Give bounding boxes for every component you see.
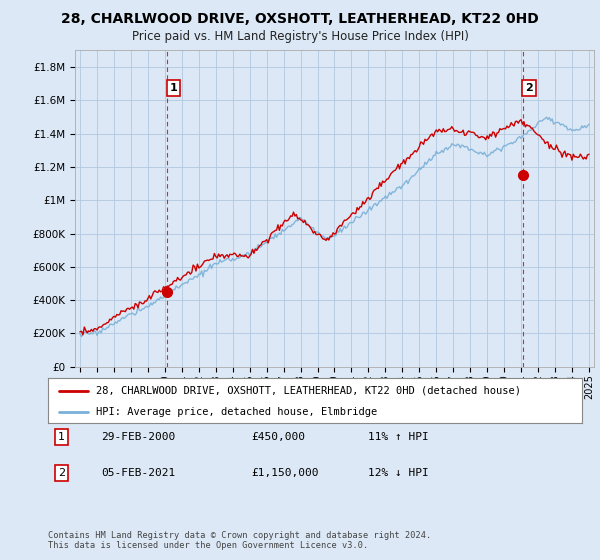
- Text: 1: 1: [169, 83, 177, 93]
- Text: 12% ↓ HPI: 12% ↓ HPI: [368, 468, 429, 478]
- Text: 05-FEB-2021: 05-FEB-2021: [101, 468, 176, 478]
- Text: £450,000: £450,000: [251, 432, 305, 442]
- Text: HPI: Average price, detached house, Elmbridge: HPI: Average price, detached house, Elmb…: [96, 407, 377, 417]
- Text: 2: 2: [58, 468, 65, 478]
- Text: 28, CHARLWOOD DRIVE, OXSHOTT, LEATHERHEAD, KT22 0HD (detached house): 28, CHARLWOOD DRIVE, OXSHOTT, LEATHERHEA…: [96, 385, 521, 395]
- Text: 2: 2: [525, 83, 533, 93]
- Text: Contains HM Land Registry data © Crown copyright and database right 2024.
This d: Contains HM Land Registry data © Crown c…: [48, 530, 431, 550]
- Text: £1,150,000: £1,150,000: [251, 468, 319, 478]
- Text: 1: 1: [58, 432, 65, 442]
- Text: 11% ↑ HPI: 11% ↑ HPI: [368, 432, 429, 442]
- Text: 29-FEB-2000: 29-FEB-2000: [101, 432, 176, 442]
- Text: 28, CHARLWOOD DRIVE, OXSHOTT, LEATHERHEAD, KT22 0HD: 28, CHARLWOOD DRIVE, OXSHOTT, LEATHERHEA…: [61, 12, 539, 26]
- Text: Price paid vs. HM Land Registry's House Price Index (HPI): Price paid vs. HM Land Registry's House …: [131, 30, 469, 43]
